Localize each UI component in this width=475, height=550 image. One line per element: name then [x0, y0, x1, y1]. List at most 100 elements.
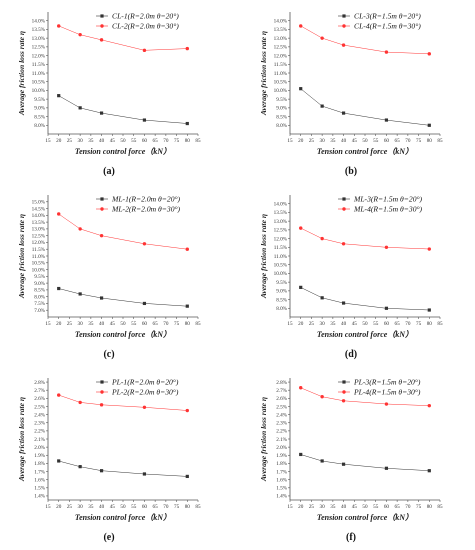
data-point-square [185, 304, 189, 308]
legend-marker-circle [342, 24, 346, 28]
data-point-circle [427, 403, 431, 408]
data-point-square [427, 308, 431, 312]
legend-marker-circle [100, 390, 104, 394]
legend-label: PL-2(R=2.0m θ=30°) [111, 388, 179, 397]
x-tick-label: 45 [352, 138, 358, 144]
chart-panel-5: 1.4% 1.5% 1.6% 1.7% 1.8% 1.9% 2.0% 2.1% 2.2% 2.3%… [17, 378, 201, 543]
x-tick-label: 35 [330, 321, 336, 327]
y-tick-label: 14.0% [32, 19, 46, 25]
x-tick-label: 45 [352, 504, 358, 510]
y-tick-label: 1.8% [34, 461, 45, 467]
x-axis-title: Tension control force（kN） [75, 512, 171, 522]
legend: ML-3(R=1.5m θ=20°)ML-4(R=1.5m θ=30°) [338, 195, 423, 214]
x-tick-label: 25 [309, 504, 315, 510]
x-tick-label: 60 [142, 504, 148, 510]
x-tick-label: 40 [341, 138, 347, 144]
x-tick-label: 60 [142, 138, 148, 144]
x-tick-label: 50 [120, 138, 126, 144]
y-tick-label: 14.5% [32, 206, 46, 212]
data-point-square [185, 474, 189, 479]
x-tick-label: 55 [373, 138, 379, 144]
y-tick-label: 7.0% [34, 308, 45, 314]
y-tick-label: 1.4% [34, 494, 45, 500]
y-axis-title: Average friction loss rate η [259, 397, 268, 482]
y-tick-label: 2.4% [34, 412, 45, 418]
y-tick-label: 2.6% [276, 396, 287, 402]
y-tick-label: 1.9% [276, 453, 287, 459]
y-tick-label: 2.7% [276, 388, 287, 394]
y-tick-label: 11.5% [32, 62, 46, 68]
data-point-square [427, 469, 431, 473]
x-tick-label: 75 [416, 321, 422, 327]
data-point-square [427, 123, 431, 127]
data-point-square [384, 118, 389, 122]
x-tick-label: 60 [384, 321, 390, 327]
y-tick-label: 9.0% [34, 106, 45, 112]
y-tick-label: 2.0% [34, 445, 45, 451]
data-point-square [320, 296, 324, 300]
x-tick-label: 45 [110, 321, 116, 327]
y-tick-label: 2.1% [276, 437, 287, 443]
data-point-square [78, 292, 82, 296]
data-point-circle [341, 399, 346, 403]
y-tick-label: 2.5% [276, 404, 287, 410]
x-tick-label: 45 [110, 504, 116, 510]
y-tick-label: 13.5% [32, 220, 46, 226]
x-tick-label: 30 [78, 138, 84, 144]
x-tick-label: 80 [185, 504, 191, 510]
x-tick-label: 35 [88, 504, 94, 510]
y-tick-label: 8.0% [276, 306, 287, 312]
x-tick-label: 40 [341, 321, 347, 327]
x-tick-label: 70 [163, 504, 169, 510]
y-tick-label: 9.5% [276, 97, 287, 103]
x-tick-label: 15 [45, 321, 51, 327]
data-point-circle [78, 32, 82, 37]
series-2 [299, 386, 431, 408]
x-tick-label: 55 [131, 504, 137, 510]
y-tick-label: 1.7% [276, 469, 287, 475]
x-tick-label: 60 [142, 321, 148, 327]
chart-panel-6: 1.4% 1.5% 1.6% 1.7% 1.8% 1.9% 2.0% 2.1% 2.2% 2.3%… [259, 378, 443, 543]
x-tick-label: 65 [395, 138, 401, 144]
data-point-circle [142, 48, 147, 53]
x-tick-label: 60 [384, 138, 390, 144]
x-tick-label: 30 [78, 504, 84, 510]
x-tick-label: 30 [78, 321, 84, 327]
y-tick-label: 7.5% [34, 301, 45, 307]
series-1 [299, 285, 431, 312]
data-point-square [57, 459, 61, 463]
x-tick-label: 55 [131, 138, 137, 144]
y-tick-label: 9.0% [34, 281, 45, 287]
y-tick-label: 1.6% [276, 477, 287, 483]
y-tick-label: 2.8% [276, 380, 287, 386]
data-point-circle [427, 247, 431, 251]
legend-label: ML-4(R=1.5m θ=30°) [353, 205, 423, 214]
y-tick-label: 14.0% [274, 202, 288, 208]
x-tick-label: 80 [185, 138, 191, 144]
y-tick-label: 10.0% [32, 267, 46, 273]
data-point-square [57, 94, 61, 98]
y-tick-label: 1.9% [34, 453, 45, 459]
data-point-circle [57, 393, 61, 397]
y-tick-label: 1.7% [34, 469, 45, 475]
data-point-square [142, 472, 147, 476]
x-tick-label: 25 [309, 321, 315, 327]
y-tick-label: 8.5% [34, 288, 45, 294]
legend-label: CL-3(R=1.5m θ=20°) [354, 12, 421, 21]
y-axis-title: Average friction loss rate η [17, 214, 26, 299]
x-tick-label: 80 [427, 138, 433, 144]
y-tick-label: 9.5% [276, 280, 287, 286]
chart-panel-4: 8.0% 8.5% 9.0% 9.5% 10.0% 10.5% 11.0% 11.5% 12.0… [259, 195, 443, 360]
x-tick-label: 20 [298, 138, 304, 144]
y-tick-label: 8.0% [34, 123, 45, 129]
series-2 [57, 212, 189, 251]
x-tick-label: 30 [320, 138, 326, 144]
x-tick-label: 25 [309, 138, 315, 144]
data-point-circle [384, 50, 389, 54]
panel-caption: (c) [103, 349, 114, 360]
y-tick-label: 2.5% [34, 404, 45, 410]
legend-marker-circle [342, 207, 346, 211]
legend-marker-square [342, 197, 346, 201]
data-point-square [299, 285, 303, 289]
y-tick-label: 2.0% [276, 445, 287, 451]
